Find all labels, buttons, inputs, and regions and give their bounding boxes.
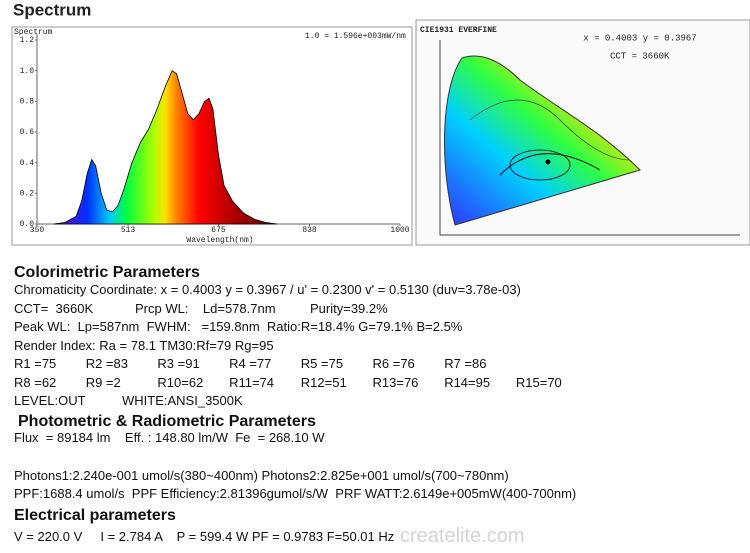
chart-frame xyxy=(11,26,413,246)
parameter: Photons1:2.240e-001 umol/s(380~400nm) Ph… xyxy=(14,468,509,483)
render-index: R7 =86 xyxy=(444,356,487,371)
x-axis-title: Wavelength(nm) xyxy=(186,236,253,245)
y-axis-title: Spectrum xyxy=(14,28,53,37)
y-tick-label: 1.2 xyxy=(20,36,35,45)
parameter: PPF:1688.4 umol/s PPF Efficiency:2.81396… xyxy=(14,486,577,501)
render-index: R6 =76 xyxy=(372,356,415,371)
parameter: Render Index: Ra = 78.1 TM30:Rf=79 Rg=95 xyxy=(14,337,274,353)
parameter: WHITE:ANSI_3500K xyxy=(122,393,243,408)
x-tick-label: 675 xyxy=(211,226,226,235)
render-index: R15=70 xyxy=(515,374,562,390)
parameter: Flux = 89184 lm Eff. : 148.80 lm/W Fe = … xyxy=(14,430,325,445)
cie-title: CIE1931 EVERFINE xyxy=(420,26,497,35)
render-index: R4 =77 xyxy=(229,356,272,371)
x-tick-label: 838 xyxy=(302,226,317,235)
y-tick-label: 0.2 xyxy=(20,189,35,198)
y-tick-label: 0.6 xyxy=(20,128,35,137)
cie-ellipse xyxy=(509,149,571,181)
spectrum-area xyxy=(53,70,278,225)
render-index: R13=76 xyxy=(372,374,419,390)
parameter: Prcp WL: Ld=578.7nm xyxy=(135,300,276,316)
x-tick-label: 350 xyxy=(30,226,45,235)
cie-cct: CCT = 3660K xyxy=(610,51,670,61)
cie-curve xyxy=(469,99,631,161)
render-index: R8 =62 xyxy=(14,374,57,390)
render-index: R5 =75 xyxy=(300,356,344,371)
y-tick-label: 0.0 xyxy=(20,220,35,229)
y-tick-label: 0.8 xyxy=(20,97,35,106)
watermark: createlite.com xyxy=(400,525,525,547)
parameter: Chromaticity Coordinate: x = 0.4003 y = … xyxy=(14,282,521,297)
render-index: R9 =2 xyxy=(85,374,121,390)
section-heading: Photometric & Radiometric Parameters xyxy=(18,413,316,430)
render-index: R10=62 xyxy=(157,374,204,390)
y-tick-label: 0.4 xyxy=(20,159,35,168)
parameter: Peak WL: Lp=587nm FWHM: =159.8nm Ratio:R… xyxy=(14,319,463,334)
render-index: R14=95 xyxy=(444,374,491,390)
x-tick-label: 1000 xyxy=(390,226,409,235)
section-heading: Colorimetric Parameters xyxy=(14,264,200,281)
annotation: 1.0 = 1.596e+003mW/nm xyxy=(305,32,406,41)
section-title: Spectrum xyxy=(13,0,91,19)
render-index: R12=51 xyxy=(300,374,347,390)
figure: Spectrum Spectrum 1.0 = 1.596e+003mW/nm … xyxy=(11,0,750,246)
x-tick-label: 513 xyxy=(121,226,136,235)
render-index: R2 =83 xyxy=(85,356,128,371)
cie-locus xyxy=(444,55,641,226)
y-tick-label: 1.0 xyxy=(20,67,35,76)
cie-point xyxy=(545,159,551,165)
cie-coords: x = 0.4003 y = 0.3967 xyxy=(583,33,696,43)
render-index: R1 =75 xyxy=(14,356,57,371)
planckian-locus xyxy=(499,153,601,176)
parameter: Purity=39.2% xyxy=(310,300,388,316)
parameter: LEVEL:OUT xyxy=(14,393,86,408)
render-index: R11=74 xyxy=(229,374,275,390)
parameter: CCT= 3660K xyxy=(14,300,94,316)
parameter: V = 220.0 V I = 2.784 A P = 599.4 W PF =… xyxy=(14,529,395,544)
cie-diagram: CIE1931 EVERFINE x = 0.4003 y = 0.3967 C… xyxy=(415,19,750,246)
section-heading: Electrical parameters xyxy=(14,507,176,524)
render-index: R3 =91 xyxy=(157,356,200,371)
